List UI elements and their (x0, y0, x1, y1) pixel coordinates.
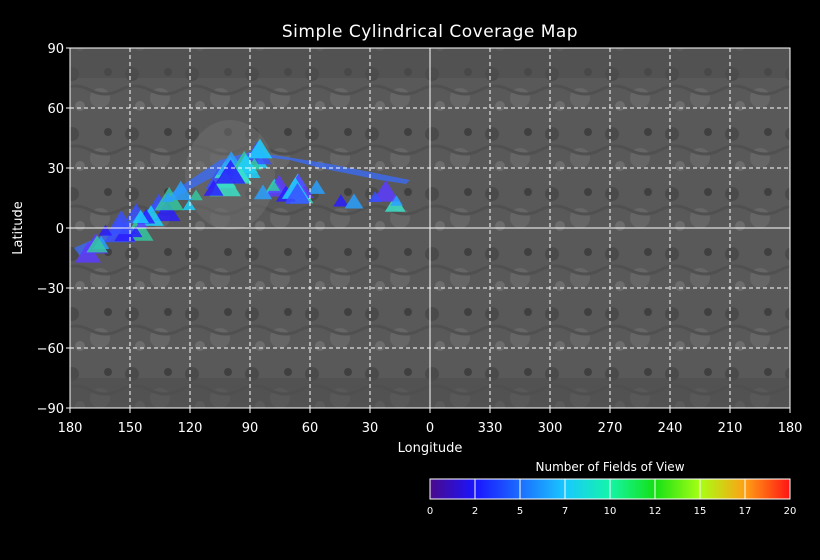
footprint-facet (132, 209, 150, 224)
map-title: Simple Cylindrical Coverage Map (281, 22, 579, 42)
x-axis-label: Longitude (398, 441, 463, 456)
y-tick-label: −60 (37, 342, 64, 357)
colorbar-tick-label: 15 (694, 506, 707, 517)
footprint-facet (372, 180, 400, 202)
y-tick-label: 30 (47, 162, 64, 177)
colorbar-tick-label: 20 (784, 506, 797, 517)
footprint-facet (86, 235, 108, 253)
y-tick-labels: 90 60 30 0 −30 −60 −90 (37, 42, 70, 417)
colorbar-tick-label: 7 (562, 506, 568, 517)
colorbar-tick-label: 2 (472, 506, 478, 517)
footprint-facet (189, 189, 203, 201)
x-tick-label: 90 (242, 421, 259, 436)
footprint-facet (182, 199, 196, 211)
x-tick-label: 330 (478, 421, 503, 436)
y-tick-label: 0 (56, 222, 64, 237)
footprint-facet (284, 182, 311, 204)
colorbar-tick-label: 0 (427, 506, 433, 517)
footprint-facet (307, 179, 326, 194)
footprint-facet (135, 218, 148, 229)
footprint-facet (128, 226, 143, 238)
x-tick-label: 30 (362, 421, 379, 436)
x-tick-label: 120 (178, 421, 203, 436)
footprint-facet (253, 184, 273, 200)
colorbar-tick-label: 17 (739, 506, 752, 517)
footprint-facet (333, 194, 349, 207)
footprint-facet (368, 191, 382, 203)
y-tick-label: 60 (47, 102, 64, 117)
colorbar-title: Number of Fields of View (535, 460, 685, 474)
colorbar-tick-label: 12 (649, 506, 662, 517)
y-tick-label: −90 (37, 402, 64, 417)
x-tick-label: 210 (718, 421, 743, 436)
x-tick-label: 180 (778, 421, 803, 436)
footprint-facet (215, 159, 246, 184)
x-tick-label: 60 (302, 421, 319, 436)
footprint-facet (247, 138, 273, 159)
footprint-facet (390, 195, 403, 206)
x-tick-label: 240 (658, 421, 683, 436)
map-grid (70, 48, 790, 408)
x-tick-labels: 180 150 120 90 60 30 0 330 300 270 240 210 180 (58, 408, 803, 436)
y-tick-label: 90 (47, 42, 64, 57)
x-tick-label: 150 (118, 421, 143, 436)
colorbar: 0 2 5 7 10 12 15 17 20 (427, 478, 797, 517)
footprint-facet (153, 199, 181, 222)
x-tick-label: 300 (538, 421, 563, 436)
footprint-facet (168, 180, 193, 200)
footprint-facet (344, 193, 364, 209)
footprint-facet (203, 179, 224, 196)
footprint-facet (98, 224, 113, 236)
footprint-facet (266, 179, 281, 191)
y-tick-label: −30 (37, 282, 64, 297)
x-tick-label: 270 (598, 421, 623, 436)
y-axis-label: Latitude (11, 201, 26, 255)
colorbar-tick-label: 5 (517, 506, 523, 517)
x-tick-label: 180 (58, 421, 83, 436)
x-tick-label: 0 (426, 421, 434, 436)
colorbar-tick-label: 10 (604, 506, 617, 517)
